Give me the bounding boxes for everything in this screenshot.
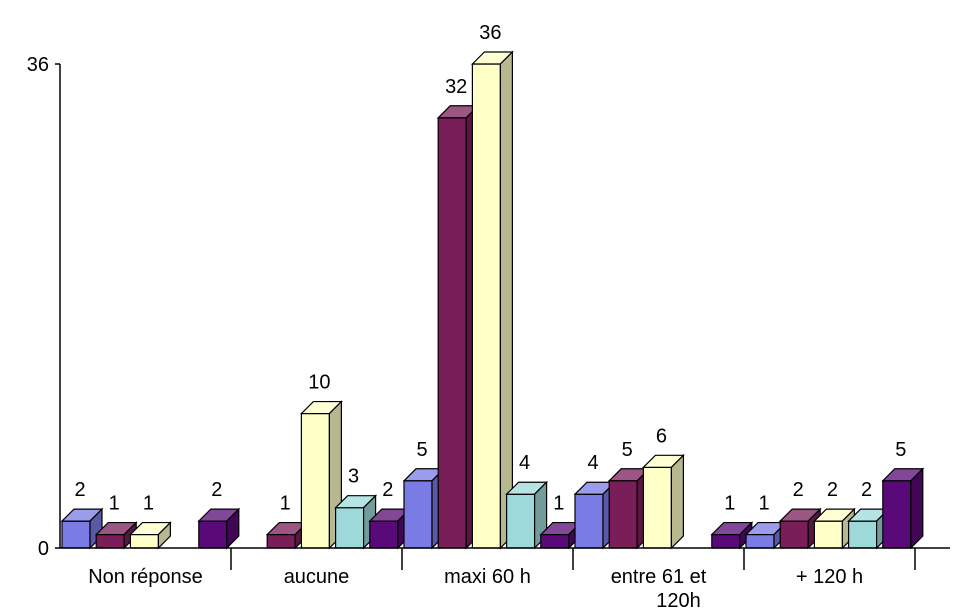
data-label: 2 (827, 479, 838, 501)
data-label: 5 (895, 439, 906, 461)
data-label: 2 (861, 479, 872, 501)
data-label: 4 (519, 452, 530, 474)
data-label: 2 (74, 479, 85, 501)
x-tick-label: + 120 h (796, 566, 863, 588)
data-label: 1 (280, 493, 291, 515)
data-label: 2 (793, 479, 804, 501)
data-label: 1 (758, 493, 769, 515)
data-label: 1 (553, 493, 564, 515)
data-label: 32 (445, 76, 467, 98)
data-label: 4 (587, 452, 598, 474)
data-label: 2 (211, 479, 222, 501)
bar (470, 50, 514, 550)
bar (641, 453, 685, 550)
data-label: 5 (416, 439, 427, 461)
data-label: 2 (382, 479, 393, 501)
x-tick-label: Non réponse (88, 566, 203, 588)
x-tick-label: aucune (284, 566, 350, 588)
bar (197, 507, 241, 550)
y-tick-label: 0 (38, 538, 49, 560)
bar (881, 467, 925, 550)
data-label: 10 (308, 372, 330, 394)
bar (402, 467, 446, 550)
data-label: 1 (724, 493, 735, 515)
bar (710, 521, 754, 550)
x-tick-label: entre 61 et 120h (611, 566, 707, 612)
data-label: 36 (479, 22, 501, 44)
x-tick-label: maxi 60 h (444, 566, 531, 588)
data-label: 3 (348, 466, 359, 488)
data-label: 5 (622, 439, 633, 461)
bars-layer (60, 50, 925, 550)
bar (128, 521, 172, 550)
data-label: 1 (109, 493, 120, 515)
data-label: 1 (143, 493, 154, 515)
bar (368, 507, 412, 550)
data-label: 6 (656, 425, 667, 447)
axes-layer (55, 63, 950, 570)
y-tick-label: 36 (27, 54, 49, 76)
